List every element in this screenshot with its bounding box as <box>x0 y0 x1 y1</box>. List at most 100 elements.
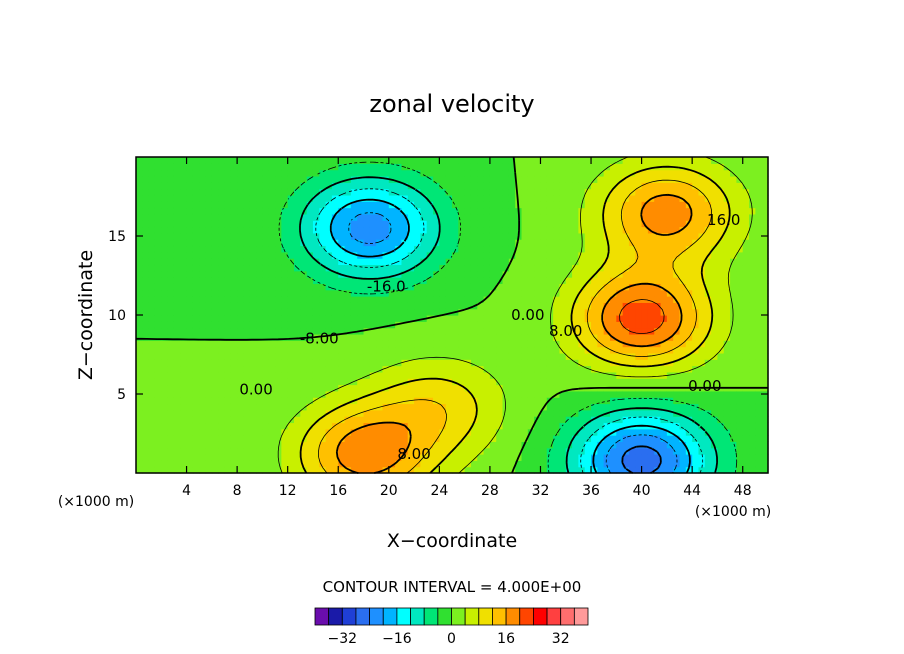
field-cell <box>249 258 257 266</box>
field-cell <box>591 232 598 240</box>
field-cell <box>483 409 491 417</box>
field-cell <box>218 277 226 284</box>
field-cell <box>287 239 295 247</box>
field-cell <box>439 422 447 430</box>
field-cell <box>641 251 649 259</box>
field-cell <box>565 182 573 190</box>
field-cell <box>540 188 548 196</box>
field-cell <box>243 201 251 209</box>
field-cell <box>388 258 396 266</box>
field-cell <box>211 220 219 228</box>
field-cell <box>477 258 485 266</box>
field-cell <box>679 378 687 386</box>
field-cell <box>584 333 592 341</box>
field-cell <box>527 258 535 266</box>
field-cell <box>199 378 207 386</box>
field-cell <box>502 466 510 474</box>
field-cell <box>199 308 207 316</box>
field-cell <box>578 296 586 303</box>
field-cell <box>458 163 466 171</box>
field-cell <box>515 188 523 196</box>
field-cell <box>407 359 415 367</box>
field-cell <box>268 296 276 303</box>
field-cell <box>300 270 308 278</box>
field-cell <box>167 441 175 449</box>
field-cell <box>256 378 263 386</box>
field-cell <box>281 277 289 284</box>
field-cell <box>666 365 674 373</box>
field-cell <box>723 264 731 272</box>
field-cell <box>407 346 415 354</box>
field-cell <box>173 460 181 468</box>
field-cell <box>666 220 674 228</box>
field-cell <box>369 460 377 468</box>
field-cell <box>477 277 485 284</box>
field-cell <box>647 283 655 291</box>
field-cell <box>521 359 529 367</box>
field-cell <box>723 258 731 266</box>
field-cell <box>546 264 554 272</box>
field-cell <box>161 378 169 386</box>
field-cell <box>521 277 529 284</box>
field-cell <box>628 454 636 461</box>
field-cell <box>268 239 276 247</box>
field-cell <box>256 359 263 367</box>
field-cell <box>489 296 497 303</box>
field-cell <box>445 390 453 398</box>
field-cell <box>211 226 219 234</box>
field-cell <box>388 447 396 455</box>
field-cell <box>211 428 219 436</box>
field-cell <box>256 409 263 417</box>
field-cell <box>401 384 409 392</box>
field-cell <box>723 188 731 196</box>
field-cell <box>262 175 270 183</box>
field-cell <box>660 441 668 449</box>
field-cell <box>281 365 289 373</box>
field-cell <box>199 359 207 367</box>
field-cell <box>192 454 200 461</box>
field-cell <box>635 466 643 474</box>
field-cell <box>167 359 175 367</box>
field-cell <box>483 340 491 348</box>
field-cell <box>249 428 257 436</box>
field-cell <box>414 270 421 278</box>
field-cell <box>350 390 358 398</box>
field-cell <box>275 245 282 253</box>
field-cell <box>749 182 756 190</box>
field-cell <box>249 416 257 424</box>
field-cell <box>452 403 459 411</box>
field-cell <box>698 409 706 417</box>
field-cell <box>755 352 763 360</box>
field-cell <box>458 435 466 442</box>
field-cell <box>161 315 169 322</box>
field-cell <box>205 371 213 379</box>
field-cell <box>325 245 333 253</box>
field-cell <box>142 359 150 367</box>
field-cell <box>249 340 257 348</box>
field-cell <box>464 213 472 221</box>
field-cell <box>742 403 750 411</box>
field-cell <box>458 175 466 183</box>
field-cell <box>401 175 409 183</box>
field-cell <box>527 226 535 234</box>
field-cell <box>464 384 472 392</box>
field-cell <box>433 226 440 234</box>
field-cell <box>717 207 725 215</box>
field-cell <box>761 296 769 303</box>
field-cell <box>407 340 415 348</box>
field-cell <box>167 169 175 177</box>
field-cell <box>603 308 611 316</box>
field-cell <box>546 340 554 348</box>
field-cell <box>730 340 737 348</box>
field-cell <box>717 441 725 449</box>
field-cell <box>666 226 674 234</box>
field-cell <box>527 315 535 322</box>
field-cell <box>161 201 169 209</box>
field-cell <box>414 169 421 177</box>
field-cell <box>173 447 181 455</box>
field-cell <box>414 213 421 221</box>
field-cell <box>363 251 371 259</box>
field-cell <box>527 365 535 373</box>
field-cell <box>395 163 403 171</box>
field-cell <box>717 289 725 297</box>
